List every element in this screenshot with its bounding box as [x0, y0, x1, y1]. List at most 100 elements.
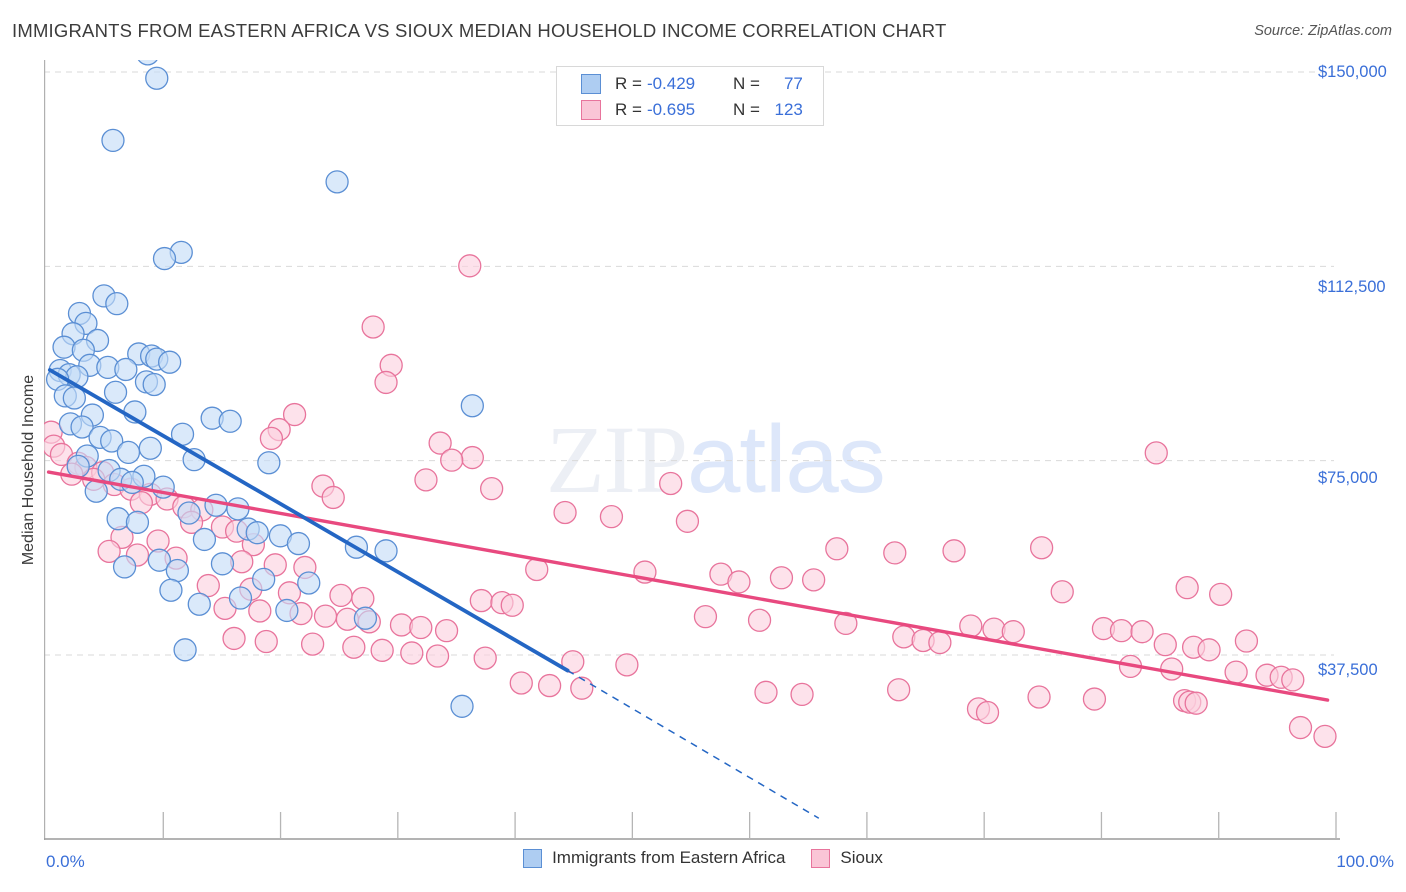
scatter-point[interactable] [313, 604, 338, 628]
scatter-point[interactable] [353, 606, 378, 630]
scatter-point[interactable] [460, 394, 484, 418]
legend-item-sioux[interactable]: Sioux [811, 848, 883, 868]
scatter-point[interactable] [1288, 715, 1313, 740]
scatter-point[interactable] [137, 60, 159, 66]
scatter-point[interactable] [473, 646, 497, 670]
scatter-point[interactable] [248, 599, 272, 623]
scatter-point[interactable] [1209, 582, 1233, 607]
scatter-point[interactable] [834, 611, 858, 636]
scatter-point[interactable] [1109, 618, 1134, 643]
scatter-point[interactable] [469, 588, 493, 613]
scatter-point[interactable] [259, 426, 284, 451]
scatter-point[interactable] [440, 448, 464, 472]
scatter-point[interactable] [152, 246, 177, 271]
scatter-point[interactable] [1027, 685, 1051, 709]
scatter-point[interactable] [400, 641, 424, 665]
scatter-point[interactable] [165, 558, 190, 583]
scatter-point[interactable] [173, 638, 197, 662]
scatter-point[interactable] [693, 605, 718, 629]
legend-item-immigrants[interactable]: Immigrants from Eastern Africa [523, 848, 785, 868]
scatter-point[interactable] [479, 477, 504, 501]
scatter-point[interactable] [105, 291, 129, 316]
scatter-point[interactable] [553, 500, 577, 525]
scatter-point[interactable] [975, 700, 1000, 725]
scatter-point[interactable] [747, 608, 772, 632]
scatter-point[interactable] [500, 593, 524, 617]
scatter-point[interactable] [509, 671, 533, 695]
scatter-point[interactable] [370, 638, 394, 662]
scatter-point[interactable] [252, 567, 276, 591]
scatter-point[interactable] [70, 415, 94, 439]
scatter-point[interactable] [537, 673, 562, 698]
scatter-point[interactable] [1130, 620, 1154, 644]
scatter-point[interactable] [120, 470, 144, 495]
scatter-point[interactable] [1184, 691, 1208, 715]
scatter-point[interactable] [145, 66, 169, 90]
scatter-point[interactable] [321, 485, 345, 510]
scatter-point[interactable] [1082, 687, 1107, 711]
scatter-point[interactable] [458, 254, 482, 278]
scatter-point[interactable] [257, 451, 281, 475]
scatter-point[interactable] [361, 315, 385, 339]
scatter-point[interactable] [230, 550, 254, 574]
scatter-point[interactable] [325, 170, 349, 194]
scatter-point[interactable] [282, 402, 307, 427]
scatter-point[interactable] [204, 493, 228, 517]
scatter-point[interactable] [297, 571, 321, 595]
scatter-point[interactable] [1234, 629, 1259, 653]
scatter-point[interactable] [374, 539, 398, 563]
scatter-point[interactable] [769, 566, 794, 590]
scatter-point[interactable] [52, 335, 76, 359]
scatter-point[interactable] [300, 632, 325, 656]
scatter-point[interactable] [101, 128, 125, 153]
scatter-point[interactable] [801, 568, 826, 592]
scatter-point[interactable] [177, 501, 201, 525]
scatter-point[interactable] [351, 586, 375, 611]
scatter-point[interactable] [342, 635, 366, 659]
scatter-point[interactable] [892, 625, 916, 649]
scatter-point[interactable] [66, 454, 90, 479]
scatter-point[interactable] [409, 615, 433, 640]
scatter-point[interactable] [928, 630, 952, 655]
scatter-point[interactable] [103, 380, 128, 404]
scatter-point[interactable] [100, 429, 124, 453]
scatter-point[interactable] [1224, 660, 1248, 684]
scatter-point[interactable] [460, 445, 484, 470]
scatter-point[interactable] [187, 592, 211, 616]
scatter-point[interactable] [129, 490, 153, 515]
scatter-point[interactable] [428, 431, 452, 455]
scatter-point[interactable] [147, 548, 171, 572]
scatter-point[interactable] [222, 626, 246, 651]
scatter-point[interactable] [942, 539, 966, 563]
scatter-point[interactable] [754, 680, 778, 704]
scatter-point[interactable] [1175, 575, 1199, 600]
scatter-point[interactable] [1050, 580, 1074, 604]
scatter-point[interactable] [414, 468, 438, 492]
scatter-point[interactable] [1029, 536, 1054, 560]
scatter-point[interactable] [1160, 657, 1184, 681]
scatter-point[interactable] [1001, 620, 1025, 644]
scatter-point[interactable] [727, 570, 751, 594]
scatter-point[interactable] [675, 509, 700, 533]
scatter-point[interactable] [116, 440, 141, 465]
scatter-point[interactable] [1144, 441, 1168, 465]
scatter-point[interactable] [599, 504, 624, 529]
scatter-point[interactable] [790, 682, 814, 707]
scatter-point[interactable] [112, 555, 137, 579]
scatter-point[interactable] [254, 629, 278, 654]
scatter-point[interactable] [982, 617, 1006, 641]
scatter-point[interactable] [196, 573, 220, 598]
scatter-point[interactable] [142, 372, 166, 397]
scatter-point[interactable] [1197, 638, 1221, 662]
scatter-point[interactable] [887, 678, 911, 702]
scatter-point[interactable] [275, 598, 299, 623]
scatter-point[interactable] [389, 613, 414, 637]
scatter-point[interactable] [425, 644, 450, 668]
scatter-point[interactable] [62, 386, 86, 410]
scatter-point[interactable] [1313, 724, 1337, 749]
scatter-point[interactable] [570, 676, 594, 700]
scatter-point[interactable] [228, 586, 253, 610]
scatter-point[interactable] [192, 527, 217, 552]
scatter-point[interactable] [157, 350, 182, 374]
scatter-point[interactable] [210, 552, 235, 576]
